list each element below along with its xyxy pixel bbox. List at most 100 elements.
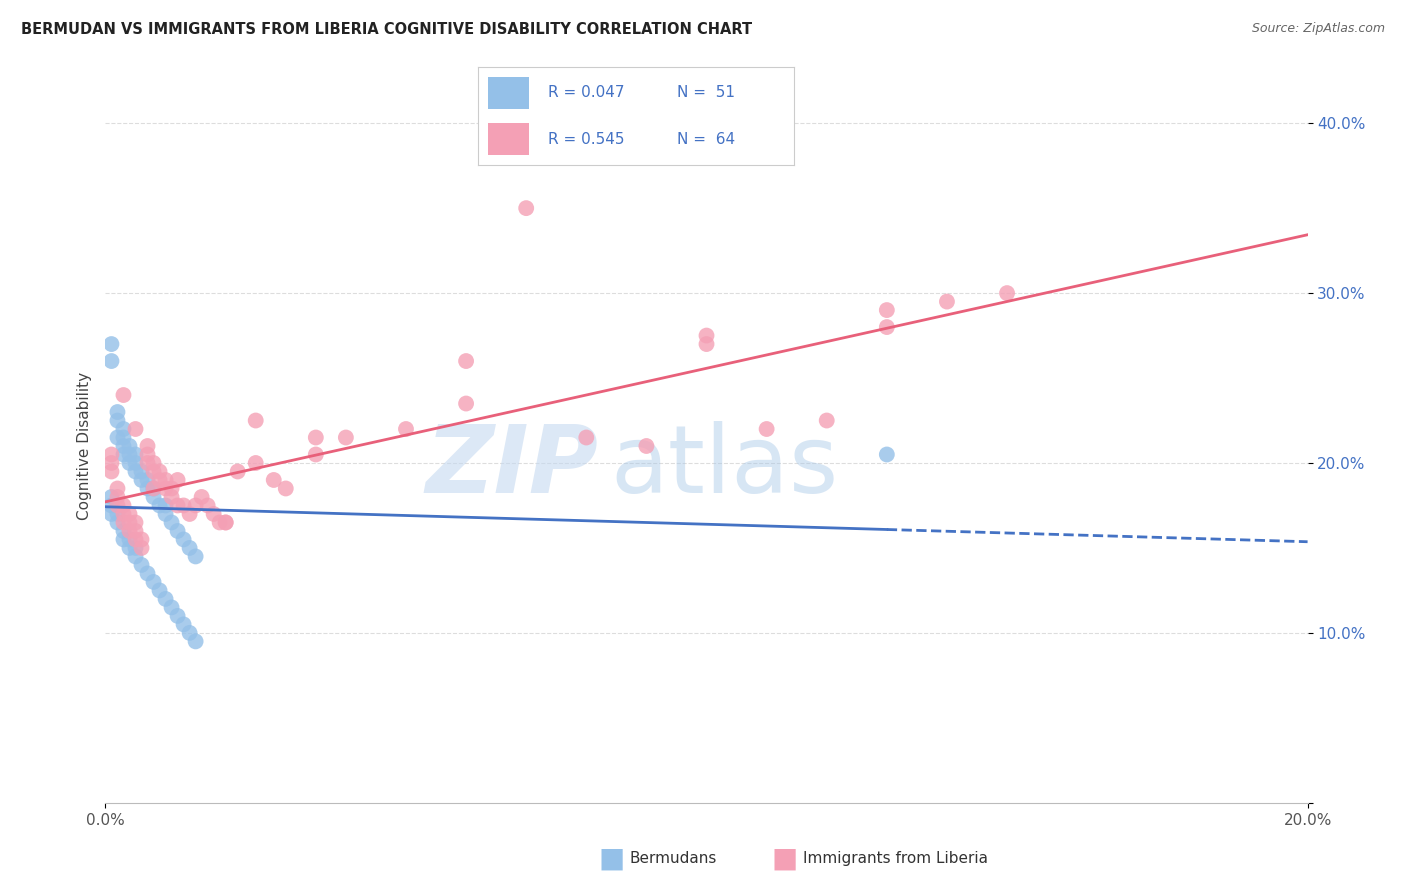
Point xyxy=(107,490,129,504)
Point xyxy=(124,541,146,555)
Point xyxy=(118,524,141,538)
Point xyxy=(197,499,219,513)
Point xyxy=(142,482,165,496)
Point xyxy=(155,591,177,606)
Text: ZIP: ZIP xyxy=(426,421,599,514)
Point xyxy=(575,430,598,444)
Point xyxy=(142,465,165,479)
Point xyxy=(335,430,357,444)
Text: ■: ■ xyxy=(772,844,797,872)
Point xyxy=(112,524,135,538)
Point xyxy=(131,533,153,547)
Point xyxy=(148,465,170,479)
Text: R = 0.047: R = 0.047 xyxy=(548,86,624,101)
Point xyxy=(124,533,146,547)
Point xyxy=(107,499,129,513)
Point xyxy=(395,422,418,436)
Point xyxy=(179,541,201,555)
Point xyxy=(142,490,165,504)
Point xyxy=(112,388,135,402)
Point xyxy=(148,473,170,487)
Point xyxy=(112,507,135,521)
Point xyxy=(179,507,201,521)
Point xyxy=(107,507,129,521)
Text: atlas: atlas xyxy=(610,421,838,514)
Point xyxy=(112,533,135,547)
Point xyxy=(155,499,177,513)
Point xyxy=(118,456,141,470)
Point xyxy=(107,482,129,496)
Point xyxy=(124,422,146,436)
Point xyxy=(226,465,249,479)
Point xyxy=(696,328,718,343)
FancyBboxPatch shape xyxy=(488,123,529,155)
Text: BERMUDAN VS IMMIGRANTS FROM LIBERIA COGNITIVE DISABILITY CORRELATION CHART: BERMUDAN VS IMMIGRANTS FROM LIBERIA COGN… xyxy=(21,22,752,37)
Point xyxy=(515,201,537,215)
Point xyxy=(124,448,146,462)
Text: ■: ■ xyxy=(599,844,624,872)
Point xyxy=(160,482,183,496)
Point xyxy=(100,490,122,504)
Point xyxy=(100,499,122,513)
Point xyxy=(107,413,129,427)
Point xyxy=(245,456,267,470)
Point xyxy=(112,430,135,444)
Point xyxy=(214,516,236,530)
Point xyxy=(636,439,658,453)
Point xyxy=(148,499,170,513)
Point xyxy=(166,524,188,538)
Point xyxy=(131,473,153,487)
Point xyxy=(112,439,135,453)
Point xyxy=(190,490,212,504)
Point xyxy=(131,558,153,572)
Point xyxy=(136,566,159,581)
Point xyxy=(142,482,165,496)
Point xyxy=(876,448,898,462)
Point xyxy=(136,448,159,462)
Point xyxy=(118,541,141,555)
Point xyxy=(124,549,146,564)
Point xyxy=(112,516,135,530)
Point xyxy=(454,354,477,368)
Point xyxy=(202,507,225,521)
Point xyxy=(305,448,328,462)
Point xyxy=(136,456,159,470)
Point xyxy=(136,473,159,487)
Point xyxy=(118,507,141,521)
Point xyxy=(136,482,159,496)
Point xyxy=(100,337,122,351)
Point xyxy=(100,354,122,368)
Text: Bermudans: Bermudans xyxy=(630,851,717,865)
Point xyxy=(118,533,141,547)
Point xyxy=(696,337,718,351)
Point xyxy=(179,626,201,640)
Point xyxy=(124,465,146,479)
Point xyxy=(107,516,129,530)
Point xyxy=(876,303,898,318)
Point xyxy=(876,320,898,334)
Point xyxy=(184,549,207,564)
Point xyxy=(173,533,195,547)
Point xyxy=(155,473,177,487)
Point xyxy=(263,473,285,487)
Point xyxy=(160,600,183,615)
Point xyxy=(112,499,135,513)
Point xyxy=(148,583,170,598)
Point xyxy=(208,516,231,530)
Point xyxy=(454,396,477,410)
Point xyxy=(155,482,177,496)
Point xyxy=(124,456,146,470)
Y-axis label: Cognitive Disability: Cognitive Disability xyxy=(76,372,91,520)
Point xyxy=(815,413,838,427)
Point xyxy=(155,507,177,521)
Point xyxy=(995,286,1018,301)
Point xyxy=(173,499,195,513)
Text: N =  64: N = 64 xyxy=(678,131,735,146)
Point xyxy=(184,634,207,648)
Text: Immigrants from Liberia: Immigrants from Liberia xyxy=(803,851,988,865)
Point xyxy=(118,448,141,462)
Point xyxy=(100,507,122,521)
Point xyxy=(166,473,188,487)
FancyBboxPatch shape xyxy=(488,77,529,109)
Point xyxy=(118,516,141,530)
